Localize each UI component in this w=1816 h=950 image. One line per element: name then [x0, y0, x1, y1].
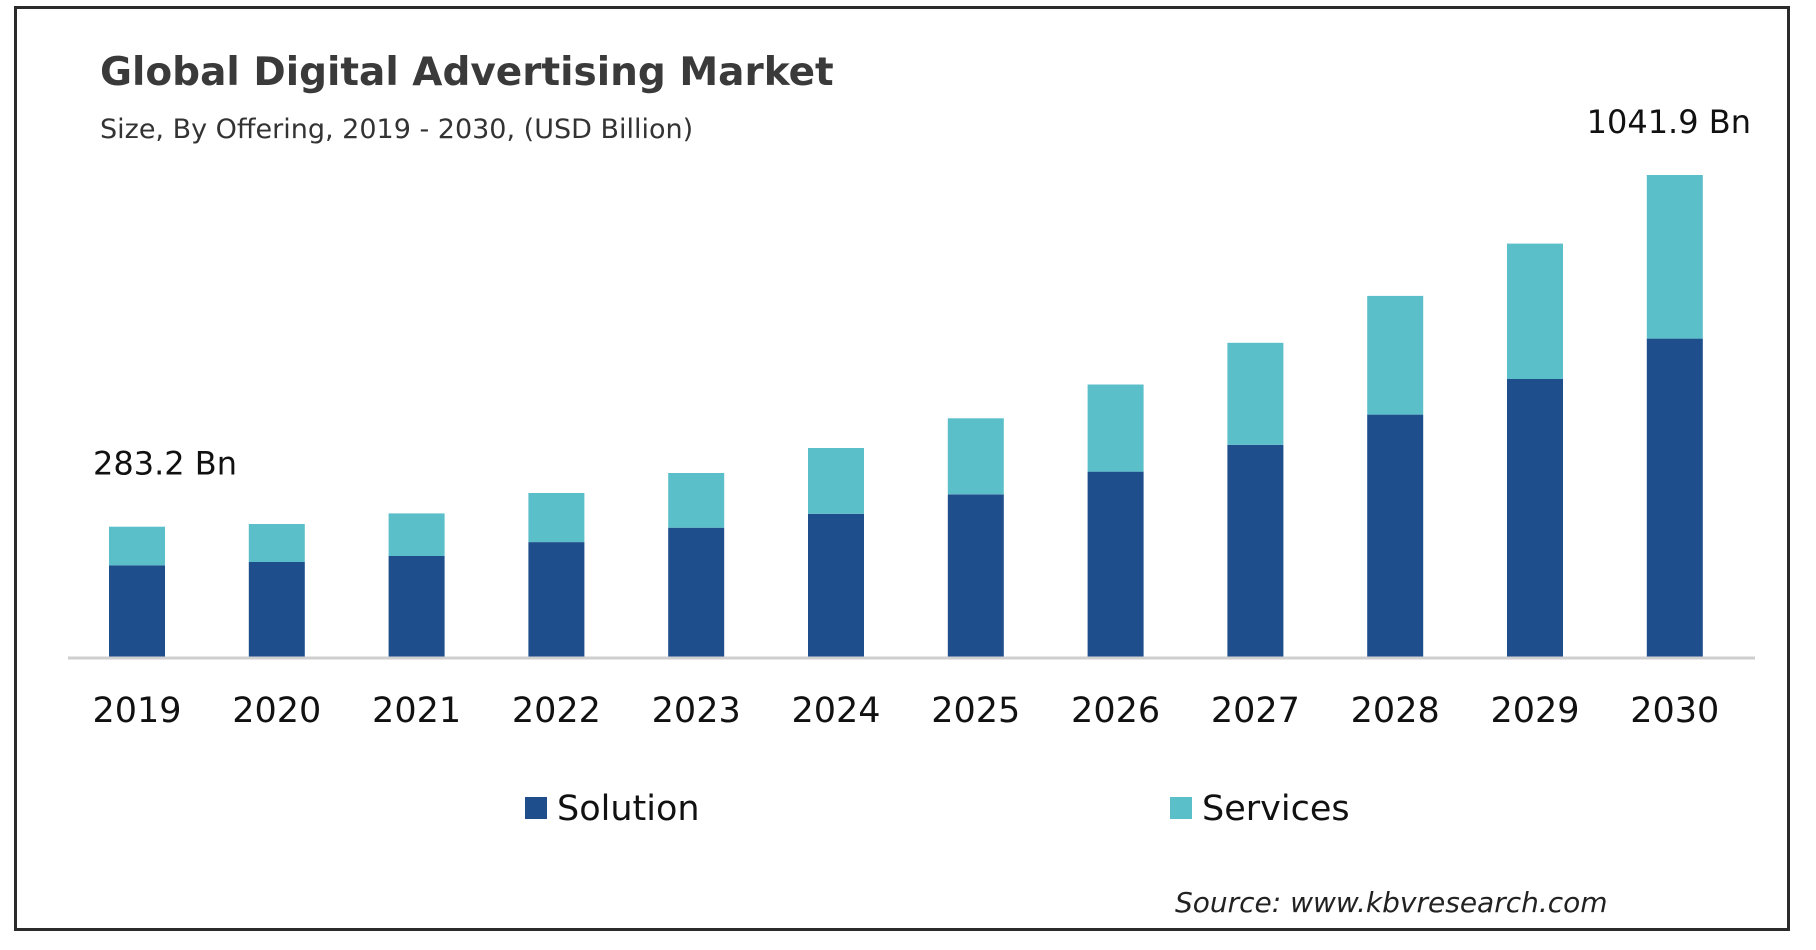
bar-solution-2023: [668, 527, 725, 658]
bar-solution-2026: [1087, 471, 1144, 658]
x-tick-label-2019: 2019: [92, 691, 181, 731]
source-note: Source: www.kbvresearch.com: [1175, 886, 1608, 919]
bar-services-2026: [1087, 384, 1144, 472]
legend-swatch-services: [1170, 797, 1192, 819]
x-tick-label-2021: 2021: [372, 691, 461, 731]
x-tick-label-2027: 2027: [1211, 691, 1300, 731]
legend-label-services: Services: [1202, 789, 1350, 829]
annotations-group: 283.2 Bn 1041.9 Bn: [93, 103, 1751, 483]
x-tick-label-2029: 2029: [1490, 691, 1579, 731]
x-tick-label-2028: 2028: [1351, 691, 1440, 731]
legend-swatch-solution: [525, 797, 547, 819]
x-tick-label-2024: 2024: [791, 691, 880, 731]
bar-services-2030: [1646, 175, 1703, 339]
bar-solution-2024: [808, 513, 864, 658]
bar-services-2020: [248, 524, 305, 562]
bar-services-2029: [1507, 243, 1563, 379]
bar-services-2028: [1367, 295, 1424, 415]
bar-services-2019: [109, 526, 165, 566]
bar-solution-2019: [109, 565, 165, 658]
x-tick-label-2020: 2020: [232, 691, 321, 731]
bar-solution-2028: [1367, 414, 1424, 658]
bar-services-2021: [388, 513, 445, 556]
x-tick-labels: 2019 2020 2021 2022 2023 2024 2025 2026 2027 2028…: [92, 691, 1719, 731]
x-tick-label-2022: 2022: [512, 691, 601, 731]
bar-services-2022: [528, 493, 585, 543]
chart-frame: [14, 6, 1790, 931]
bar-services-2027: [1227, 342, 1284, 445]
bars-group: [109, 175, 1703, 658]
x-tick-label-2030: 2030: [1630, 691, 1719, 731]
bar-services-2023: [668, 473, 725, 528]
bar-services-2024: [808, 448, 864, 514]
x-tick-label-2023: 2023: [652, 691, 741, 731]
legend: Solution Services: [525, 789, 1350, 829]
x-tick-label-2026: 2026: [1071, 691, 1160, 731]
chart-title: Global Digital Advertising Market: [100, 50, 834, 95]
bar-solution-2025: [947, 494, 1004, 658]
data-label-2030: 1041.9 Bn: [1587, 103, 1751, 141]
data-label-2019: 283.2 Bn: [93, 445, 237, 483]
x-tick-label-2025: 2025: [931, 691, 1020, 731]
bar-solution-2027: [1227, 444, 1284, 658]
legend-label-solution: Solution: [557, 789, 700, 829]
bar-solution-2021: [388, 556, 445, 658]
bar-solution-2022: [528, 542, 585, 658]
bar-solution-2020: [248, 562, 305, 658]
bar-services-2025: [947, 418, 1004, 495]
bar-solution-2029: [1507, 378, 1563, 658]
bar-solution-2030: [1646, 338, 1703, 658]
chart-subtitle: Size, By Offering, 2019 - 2030, (USD Bil…: [100, 114, 693, 145]
